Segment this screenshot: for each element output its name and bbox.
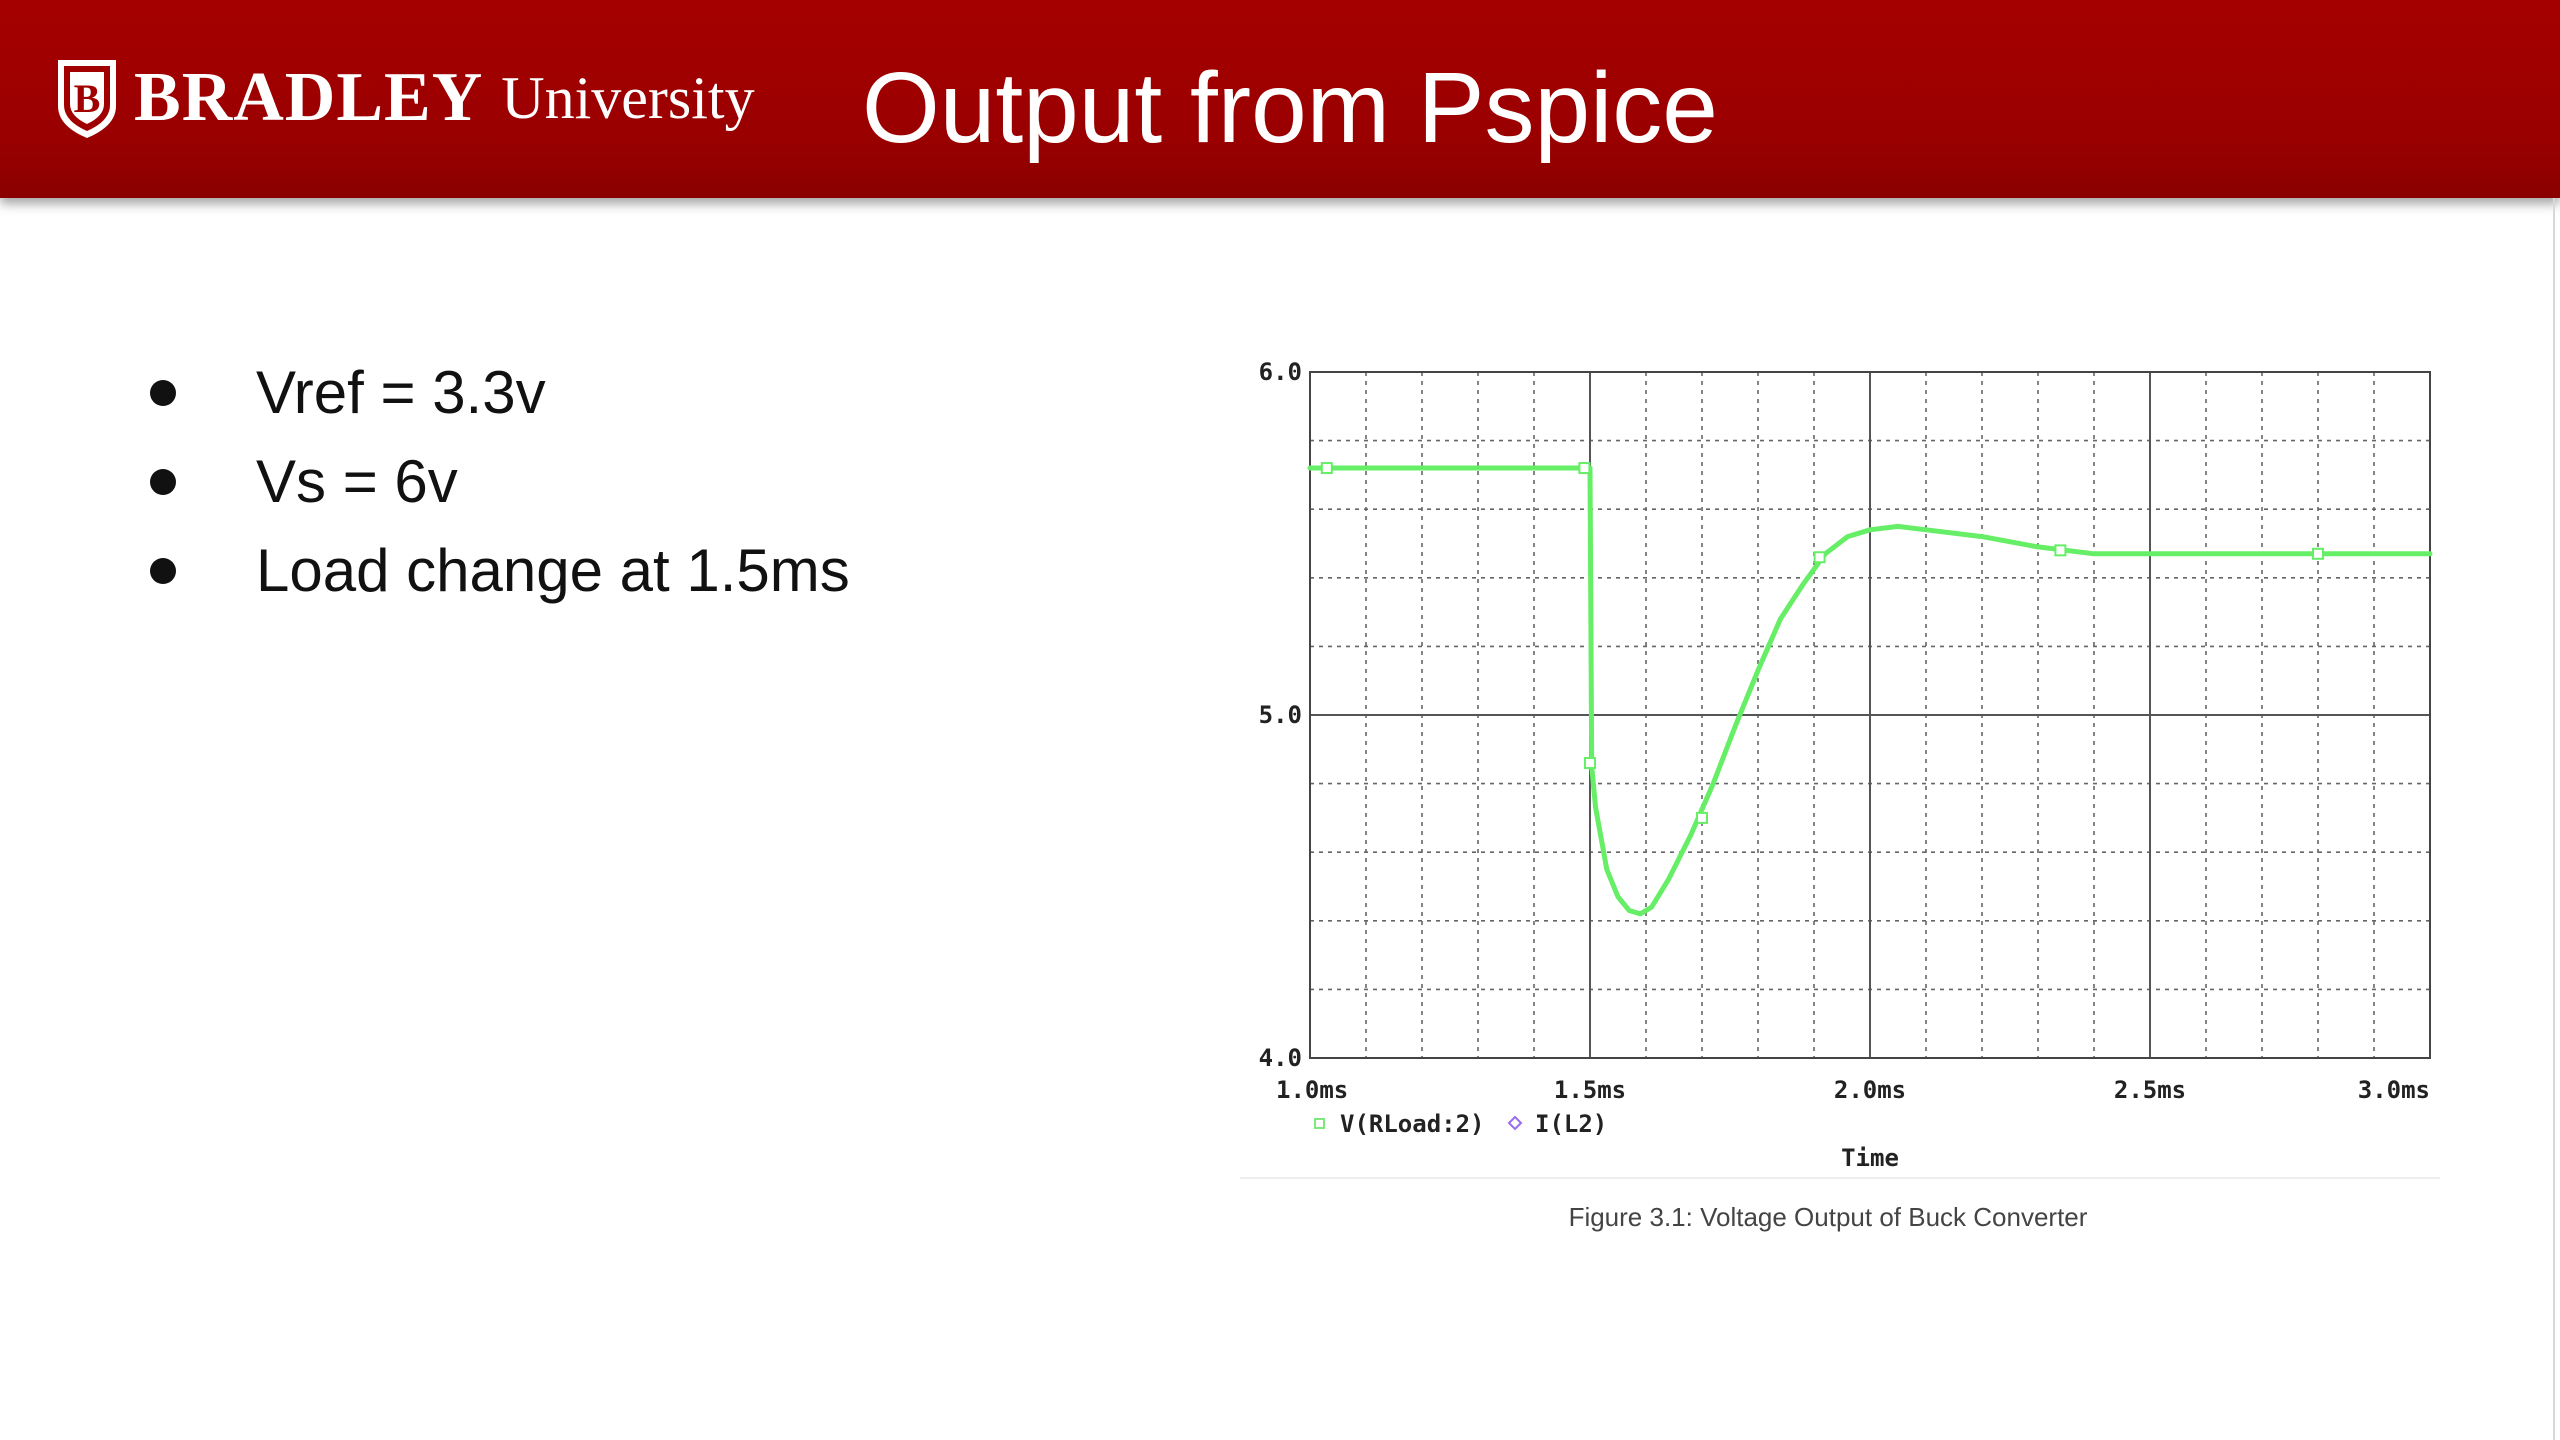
- series-marker: [1696, 811, 1708, 824]
- bullet-dot-icon: [150, 557, 176, 584]
- legend-square-marker: [1314, 1118, 1325, 1129]
- pspice-chart: 4.0 5.0 6.0 1.0ms 1.5ms 2.0ms 2.5ms 3.0ms V(RL…: [1240, 350, 2440, 1250]
- bullet-text: Load change at 1.5ms: [256, 537, 850, 604]
- legend-diamond-marker: [1507, 1115, 1523, 1131]
- chart-series: [1307, 462, 2433, 917]
- series-marker: [1320, 462, 1333, 475]
- y-tick-label: 6.0: [1259, 358, 1302, 386]
- university-logo: B BRADLEY University: [52, 52, 755, 144]
- y-tick-labels: 4.0 5.0 6.0: [1259, 358, 1302, 1072]
- plot-frame: [1309, 371, 2431, 1059]
- logo-university-text: University: [501, 64, 755, 131]
- y-tick-label: 5.0: [1259, 701, 1302, 729]
- x-tick-label: 3.0ms: [2358, 1076, 2430, 1104]
- bullet-text: Vs = 6v: [256, 448, 458, 515]
- bullet-item: Vref = 3.3v: [140, 348, 850, 437]
- series-marker: [2312, 547, 2324, 560]
- bullet-item: Load change at 1.5ms: [140, 526, 850, 615]
- bradley-shield-icon: B: [58, 60, 116, 138]
- figure-caption: Figure 3.1: Voltage Output of Buck Conve…: [1569, 1202, 2088, 1232]
- header-bar: B BRADLEY University Output from Pspice: [0, 0, 2560, 198]
- chart-legend: V(RLoad:2) I(L2): [1314, 1110, 1607, 1138]
- x-tick-label: 2.0ms: [1834, 1076, 1906, 1104]
- bullet-list: Vref = 3.3v Vs = 6v Load change at 1.5ms: [140, 348, 850, 615]
- x-tick-label: 1.0ms: [1276, 1076, 1348, 1104]
- y-tick-label: 4.0: [1259, 1044, 1302, 1072]
- logo-bradley-text: BRADLEY: [134, 59, 484, 136]
- series-marker: [1584, 757, 1596, 770]
- x-tick-label: 2.5ms: [2114, 1076, 2186, 1104]
- x-tick-labels: 1.0ms 1.5ms 2.0ms 2.5ms 3.0ms: [1276, 1076, 2430, 1104]
- svg-text:B: B: [74, 76, 101, 121]
- series-marker: [1813, 551, 1826, 564]
- slide-edge-divider: [2553, 198, 2555, 1440]
- bullet-dot-icon: [150, 468, 176, 495]
- x-axis-label: Time: [1841, 1144, 1899, 1172]
- bullet-item: Vs = 6v: [140, 437, 850, 526]
- series-marker: [1578, 462, 1591, 475]
- bullet-text: Vref = 3.3v: [256, 359, 546, 426]
- bullet-dot-icon: [150, 379, 176, 406]
- x-tick-label: 1.5ms: [1554, 1076, 1626, 1104]
- slide-title: Output from Pspice: [862, 52, 1718, 164]
- chart-svg: 4.0 5.0 6.0 1.0ms 1.5ms 2.0ms 2.5ms 3.0ms V(RL…: [1240, 358, 2440, 1232]
- legend-label: V(RLoad:2): [1340, 1110, 1485, 1138]
- series-line: [1307, 465, 2433, 917]
- legend-label: I(L2): [1535, 1110, 1607, 1138]
- series-marker: [2054, 544, 2067, 557]
